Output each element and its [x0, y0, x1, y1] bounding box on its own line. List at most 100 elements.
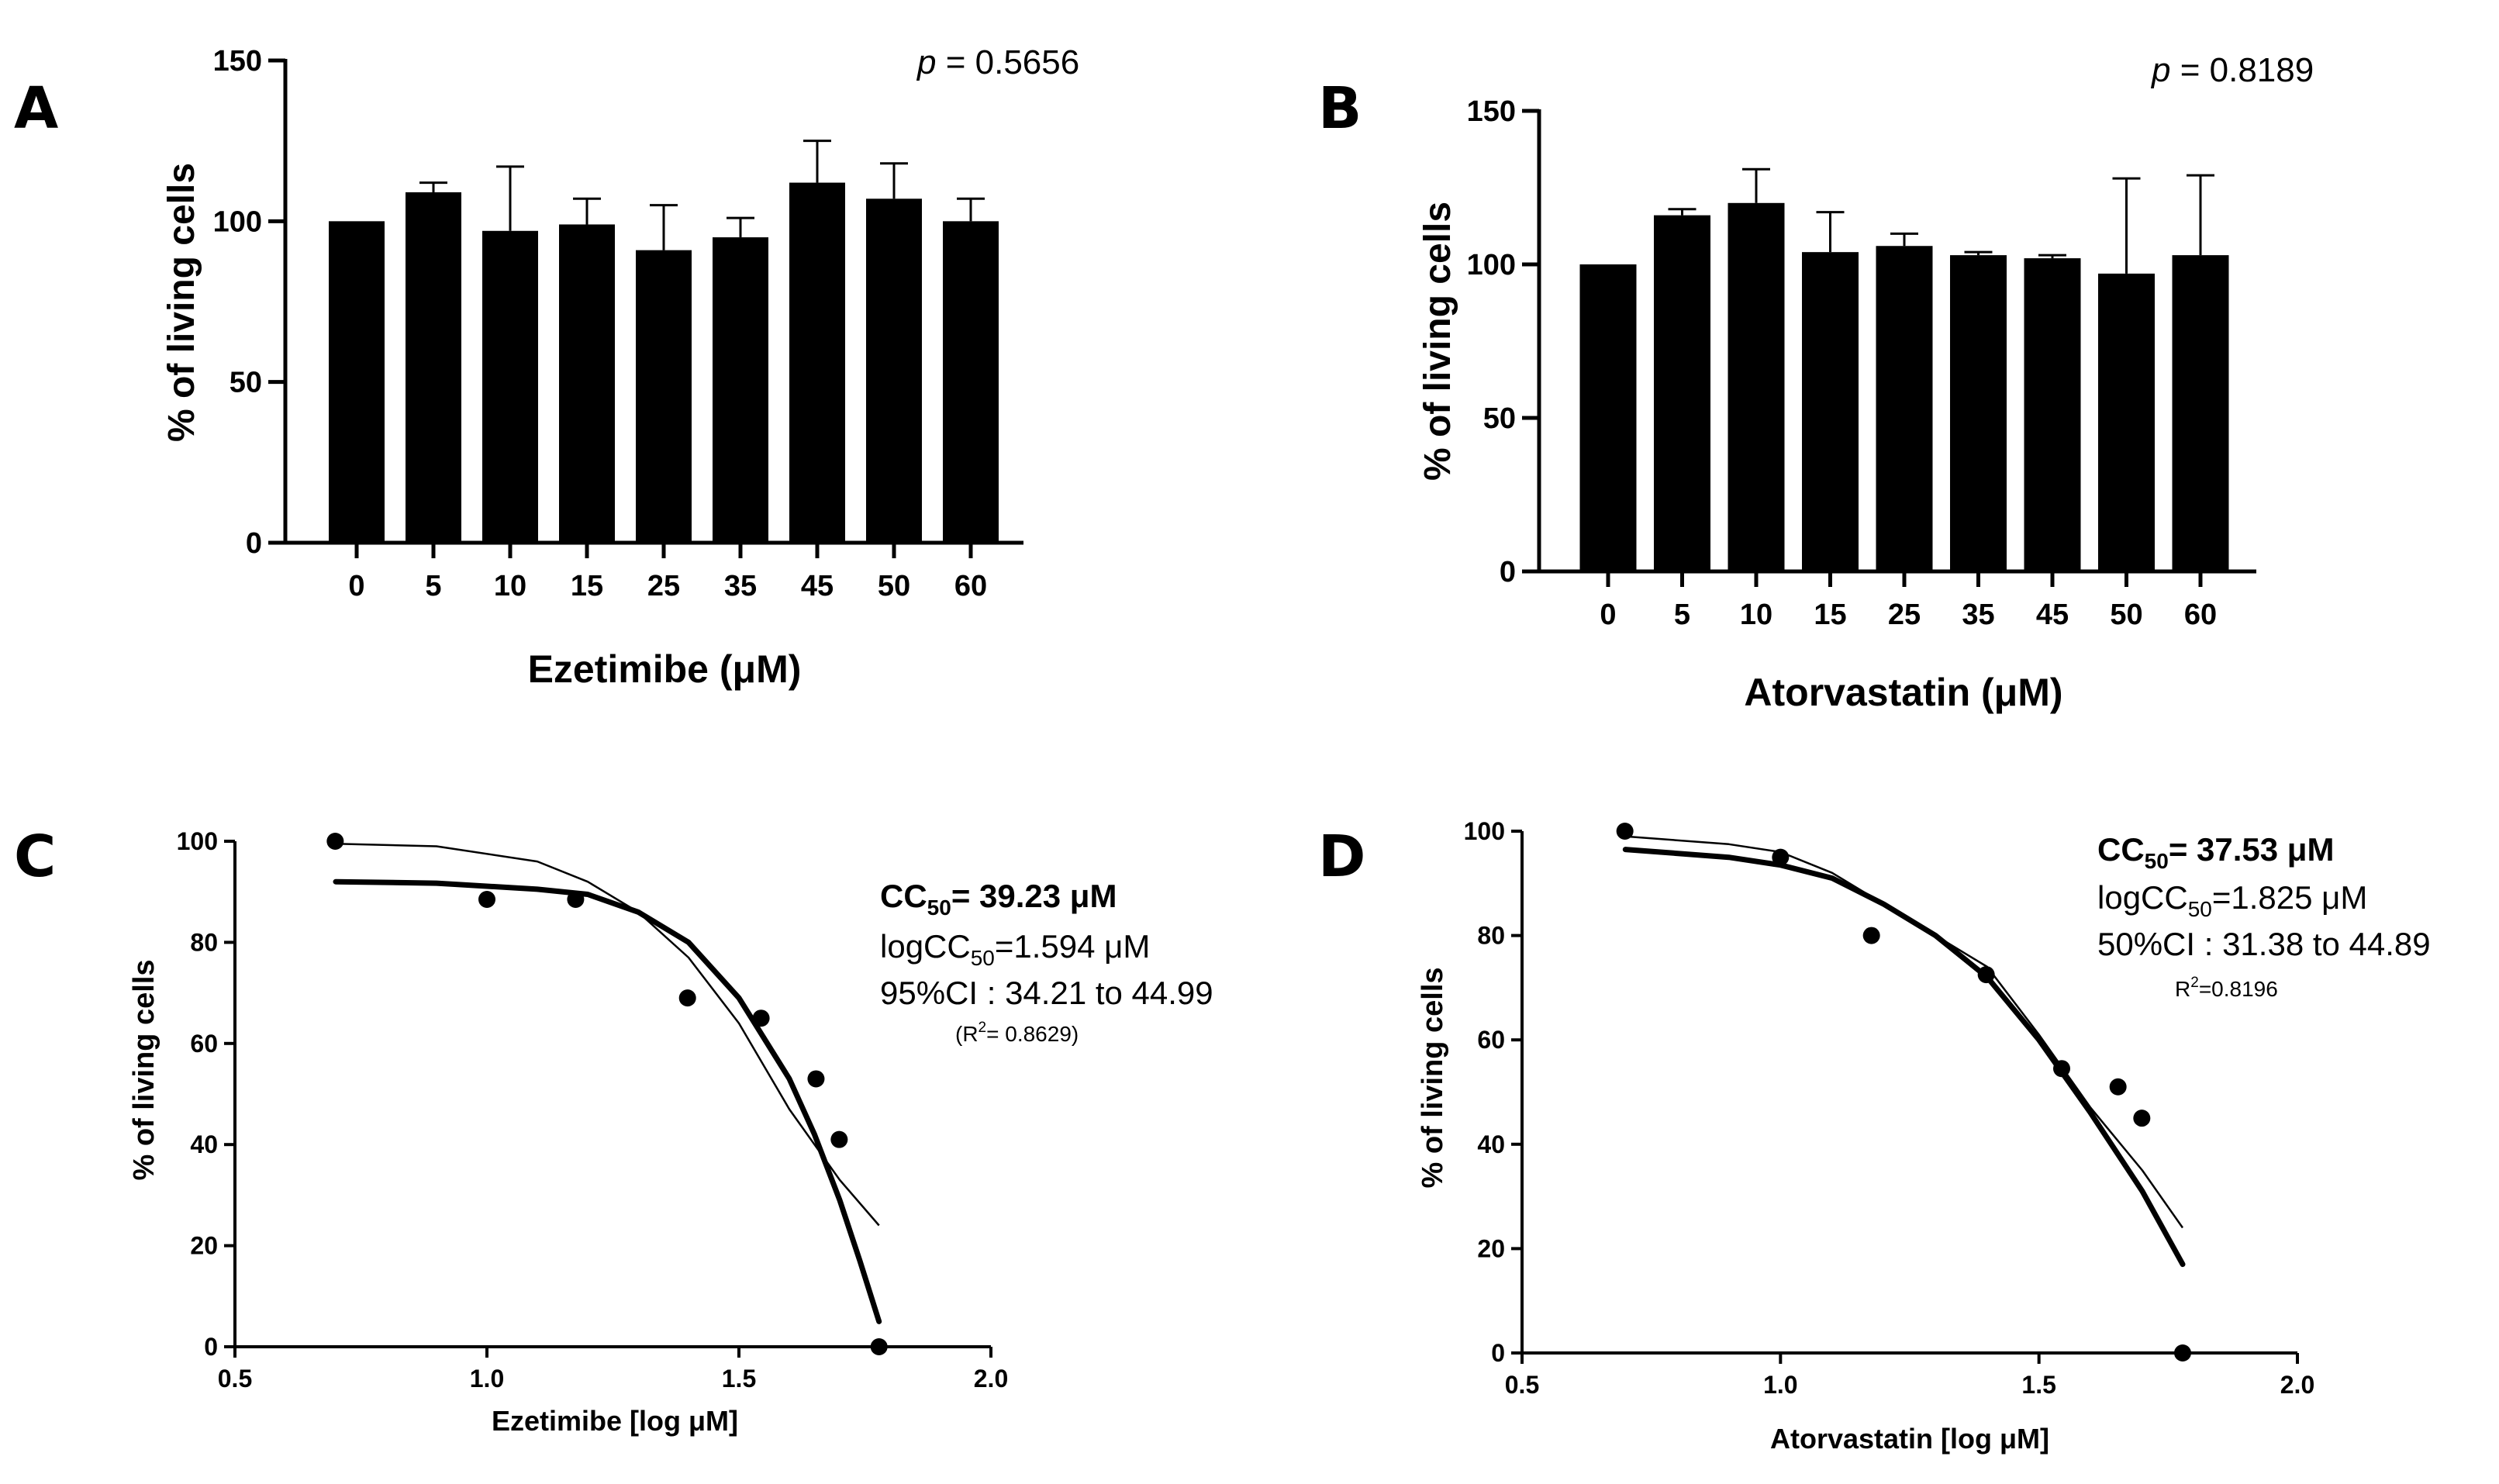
- x-tick-label-b: 60: [2184, 599, 2217, 631]
- dose-response-chart-d: 0 20 40 60 80 100 0.5 1.0 1.5 2.0: [1464, 817, 2315, 1399]
- y-tick-label-d: 20: [1477, 1234, 1505, 1262]
- p-symbol-a: p: [916, 43, 936, 81]
- x-tick-label-c: 0.5: [218, 1365, 252, 1393]
- fit-curve-thick-c: [333, 878, 882, 1324]
- data-point-c: [870, 1338, 888, 1355]
- y-tick-label-c: 0: [204, 1333, 218, 1361]
- ci-line-d: 50%CI : 31.38 to 44.89: [2097, 926, 2431, 962]
- data-point-c: [326, 833, 344, 850]
- p-value-b: p = 0.8189: [2150, 51, 2314, 89]
- cc50-value-c: = 39.23 μM: [951, 878, 1117, 914]
- x-tick-label-b: 0: [1600, 599, 1616, 631]
- x-tick-label-d: 1.0: [1763, 1371, 1797, 1399]
- annotation-d: CC50= 37.53 μM logCC50=1.825 μM 50%CI : …: [2097, 831, 2431, 1001]
- y-tick-label-c: 40: [190, 1130, 218, 1158]
- annotation-c: CC50= 39.23 μM logCC50=1.594 μM 95%CI : …: [880, 878, 1213, 1046]
- logcc50-value-c: =1.594 μM: [995, 928, 1150, 965]
- y-axis-label-d: % of living cells: [1417, 967, 1449, 1188]
- cc50-value-d: = 37.53 μM: [2169, 831, 2335, 868]
- fit-curve-thin-c: [335, 843, 880, 1227]
- y-tick-label-d: 40: [1477, 1130, 1505, 1158]
- bar-a: [789, 182, 845, 543]
- x-axis-label-d: Atorvastatin [log μM]: [1770, 1423, 2049, 1455]
- x-tick-label-b: 10: [1740, 599, 1772, 631]
- bar-b: [2172, 255, 2229, 571]
- p-number-a: = 0.5656: [936, 43, 1079, 81]
- x-tick-label-c: 1.0: [470, 1365, 504, 1393]
- y-tick-label-c: 80: [190, 928, 218, 956]
- y-tick-label-c: 60: [190, 1030, 218, 1058]
- bar-b: [1654, 215, 1710, 571]
- data-point-c: [678, 989, 696, 1007]
- x-tick-label-d: 2.0: [2280, 1371, 2314, 1399]
- cc50-sub-c: 50: [927, 896, 951, 920]
- y-tick-label-a: 150: [213, 45, 262, 78]
- bar-b: [2098, 273, 2155, 571]
- data-point-d: [1977, 966, 1995, 984]
- p-number-b: = 0.8189: [2170, 51, 2314, 89]
- bar-b: [1802, 252, 1859, 571]
- panel-label-c: C: [14, 823, 56, 890]
- logcc50-sub-d: 50: [2188, 897, 2212, 921]
- bar-a: [559, 224, 615, 543]
- x-tick-label-a: 35: [724, 570, 757, 602]
- bar-b: [1579, 264, 1637, 571]
- y-tick-label-c: 100: [177, 827, 218, 855]
- r2-line-c: (R2= 0.8629): [955, 1020, 1079, 1046]
- data-point-d: [1616, 823, 1634, 840]
- x-tick-label-a: 50: [878, 570, 910, 602]
- x-tick-label-b: 5: [1674, 599, 1690, 631]
- x-tick-label-b: 25: [1888, 599, 1921, 631]
- y-tick-label-d: 100: [1464, 817, 1505, 845]
- x-tick-label-d: 0.5: [1505, 1371, 1539, 1399]
- logcc50-value-d: =1.825 μM: [2212, 879, 2367, 916]
- y-tick-label-a: 100: [213, 205, 262, 238]
- cc50-line-c: CC50= 39.23 μM: [880, 878, 1117, 920]
- x-axis-label-a: Ezetimibe (μM): [528, 647, 802, 691]
- x-tick-label-a: 25: [647, 570, 680, 602]
- x-tick-label-a: 10: [494, 570, 526, 602]
- data-point-c: [478, 890, 495, 908]
- bar-a: [482, 230, 538, 543]
- data-point-d: [2053, 1060, 2070, 1078]
- x-tick-label-a: 0: [348, 570, 364, 602]
- data-point-c: [807, 1070, 825, 1088]
- r2-value-d: =0.8196: [2199, 977, 2278, 1001]
- bar-a: [636, 250, 692, 543]
- data-point-d: [1862, 927, 1880, 944]
- dose-response-chart-c: 0 20 40 60 80 100 0.5 1.0 1.5 2.0: [177, 827, 1009, 1393]
- x-tick-label-a: 60: [954, 570, 987, 602]
- bar-b: [1950, 255, 2007, 571]
- bar-a: [406, 192, 461, 543]
- cc50-prefix-d: CC: [2097, 831, 2145, 868]
- p-symbol-b: p: [2150, 51, 2170, 89]
- p-value-a: p = 0.5656: [916, 43, 1079, 81]
- y-axis-label-b: % of living cells: [1417, 202, 1458, 481]
- r2-value-c: = 0.8629): [986, 1022, 1079, 1046]
- r2-sup-d: 2: [2190, 975, 2199, 991]
- y-tick-label-d: 0: [1491, 1339, 1505, 1367]
- bar-a: [866, 198, 922, 543]
- panel-label-a: A: [14, 75, 58, 142]
- y-tick-label-b: 0: [1500, 556, 1516, 588]
- x-tick-label-a: 15: [571, 570, 603, 602]
- y-axis-label-c: % of living cells: [128, 959, 161, 1180]
- r2-line-d: R2=0.8196: [2175, 975, 2278, 1001]
- x-tick-label-c: 2.0: [974, 1365, 1008, 1393]
- y-axis-label-a: % of living cells: [161, 163, 202, 442]
- x-tick-label-b: 15: [1814, 599, 1846, 631]
- y-tick-label-d: 80: [1477, 922, 1505, 950]
- y-tick-label-a: 50: [230, 367, 262, 399]
- data-point-d: [2109, 1078, 2127, 1096]
- y-tick-label-c: 20: [190, 1232, 218, 1260]
- y-tick-label-b: 100: [1467, 249, 1516, 281]
- cc50-prefix-c: CC: [880, 878, 927, 914]
- y-tick-label-a: 0: [246, 527, 262, 560]
- x-axis-label-c: Ezetimibe [log μM]: [492, 1405, 738, 1437]
- bar-a: [943, 221, 999, 543]
- data-point-d: [2174, 1344, 2191, 1361]
- logcc50-line-c: logCC50=1.594 μM: [880, 928, 1150, 970]
- y-tick-label-d: 60: [1477, 1026, 1505, 1054]
